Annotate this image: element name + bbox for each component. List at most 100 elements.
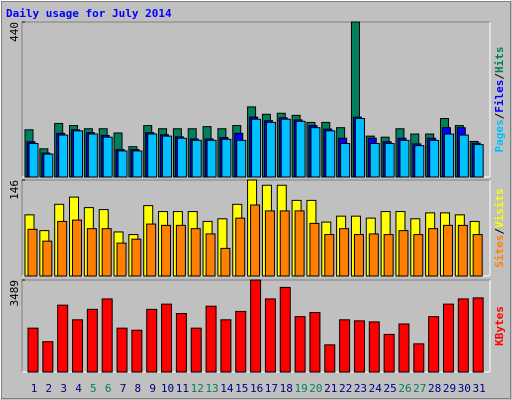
x-tick-label: 1 <box>31 382 38 395</box>
bar <box>176 137 187 178</box>
legend-entry: Sites <box>493 235 506 268</box>
bar <box>309 222 320 277</box>
bar <box>28 143 39 178</box>
bar <box>324 344 336 373</box>
x-tick-label: 30 <box>458 382 471 395</box>
x-tick-label: 4 <box>75 382 82 395</box>
bar <box>384 143 395 178</box>
bar <box>353 320 365 373</box>
x-tick-label: 9 <box>149 382 156 395</box>
x-tick-label: 3 <box>60 382 67 395</box>
bar <box>413 234 424 277</box>
bar <box>472 234 483 277</box>
bar <box>220 319 232 373</box>
bar <box>279 210 290 277</box>
bar <box>161 303 173 373</box>
bar <box>280 118 291 178</box>
bar <box>221 138 232 178</box>
bar <box>86 308 98 373</box>
bar <box>369 143 380 178</box>
bar <box>235 217 246 277</box>
bar <box>161 224 172 277</box>
bar <box>146 308 158 373</box>
bar <box>383 333 395 373</box>
bar <box>310 127 321 178</box>
legend: Pages/Files/Hits <box>493 47 506 153</box>
bar <box>443 133 454 178</box>
x-tick-label: 26 <box>398 382 411 395</box>
bar <box>72 219 83 277</box>
bar <box>458 134 469 178</box>
bar <box>473 144 484 178</box>
x-tick-label: 19 <box>294 382 307 395</box>
bar <box>175 313 187 373</box>
bar <box>42 341 54 373</box>
bar <box>146 223 157 277</box>
bar <box>383 234 394 277</box>
bar <box>324 234 335 277</box>
bar <box>250 204 261 277</box>
x-tick-label: 15 <box>235 382 248 395</box>
x-tick-label: 14 <box>220 382 234 395</box>
x-tick-label: 17 <box>265 382 278 395</box>
x-tick-label: 20 <box>309 382 322 395</box>
bar <box>340 143 351 178</box>
bar <box>116 242 127 277</box>
bar <box>368 233 379 277</box>
bar <box>72 319 84 373</box>
bar <box>57 304 69 373</box>
x-tick-label: 25 <box>384 382 397 395</box>
x-tick-label: 22 <box>339 382 352 395</box>
bar <box>250 279 262 373</box>
bar <box>428 228 439 277</box>
x-tick-label: 31 <box>473 382 486 395</box>
y-tick-label: 440 <box>8 22 21 42</box>
chart-title: Daily usage for July 2014 <box>6 7 172 20</box>
bar <box>190 228 201 277</box>
x-tick-label: 29 <box>443 382 456 395</box>
bar <box>442 303 454 373</box>
bar <box>116 327 128 373</box>
x-tick-label: 5 <box>90 382 97 395</box>
bar <box>175 224 186 277</box>
bar <box>413 343 425 373</box>
bar <box>27 228 38 277</box>
x-tick-label: 6 <box>105 382 112 395</box>
bar <box>354 118 365 178</box>
bar <box>368 321 380 373</box>
legend-separator: / <box>493 228 506 235</box>
bar <box>457 224 468 277</box>
x-tick-label: 11 <box>176 382 189 395</box>
bar <box>472 297 484 373</box>
bar <box>87 133 98 178</box>
bar <box>205 305 217 373</box>
x-tick-label: 7 <box>120 382 127 395</box>
x-tick-label: 2 <box>46 382 53 395</box>
bar <box>279 286 291 373</box>
y-tick-label: 146 <box>8 180 21 200</box>
bar <box>235 310 247 373</box>
bar <box>265 121 276 178</box>
bar <box>27 327 39 373</box>
x-tick-label: 8 <box>135 382 142 395</box>
bar <box>132 150 143 178</box>
bar <box>190 327 202 373</box>
x-tick-label: 16 <box>250 382 263 395</box>
bar <box>251 118 262 178</box>
legend: Sites/Visits <box>493 188 506 268</box>
x-tick-label: 13 <box>205 382 218 395</box>
legend-entry: KBytes <box>493 306 506 346</box>
bar <box>294 316 306 373</box>
bar <box>429 139 440 178</box>
bar <box>339 228 350 277</box>
bar <box>264 210 275 277</box>
bar <box>428 316 440 373</box>
x-tick-label: 12 <box>191 382 204 395</box>
bar <box>205 233 216 277</box>
bar <box>398 323 410 373</box>
legend-entry: Pages <box>493 119 506 152</box>
bar <box>73 130 84 178</box>
